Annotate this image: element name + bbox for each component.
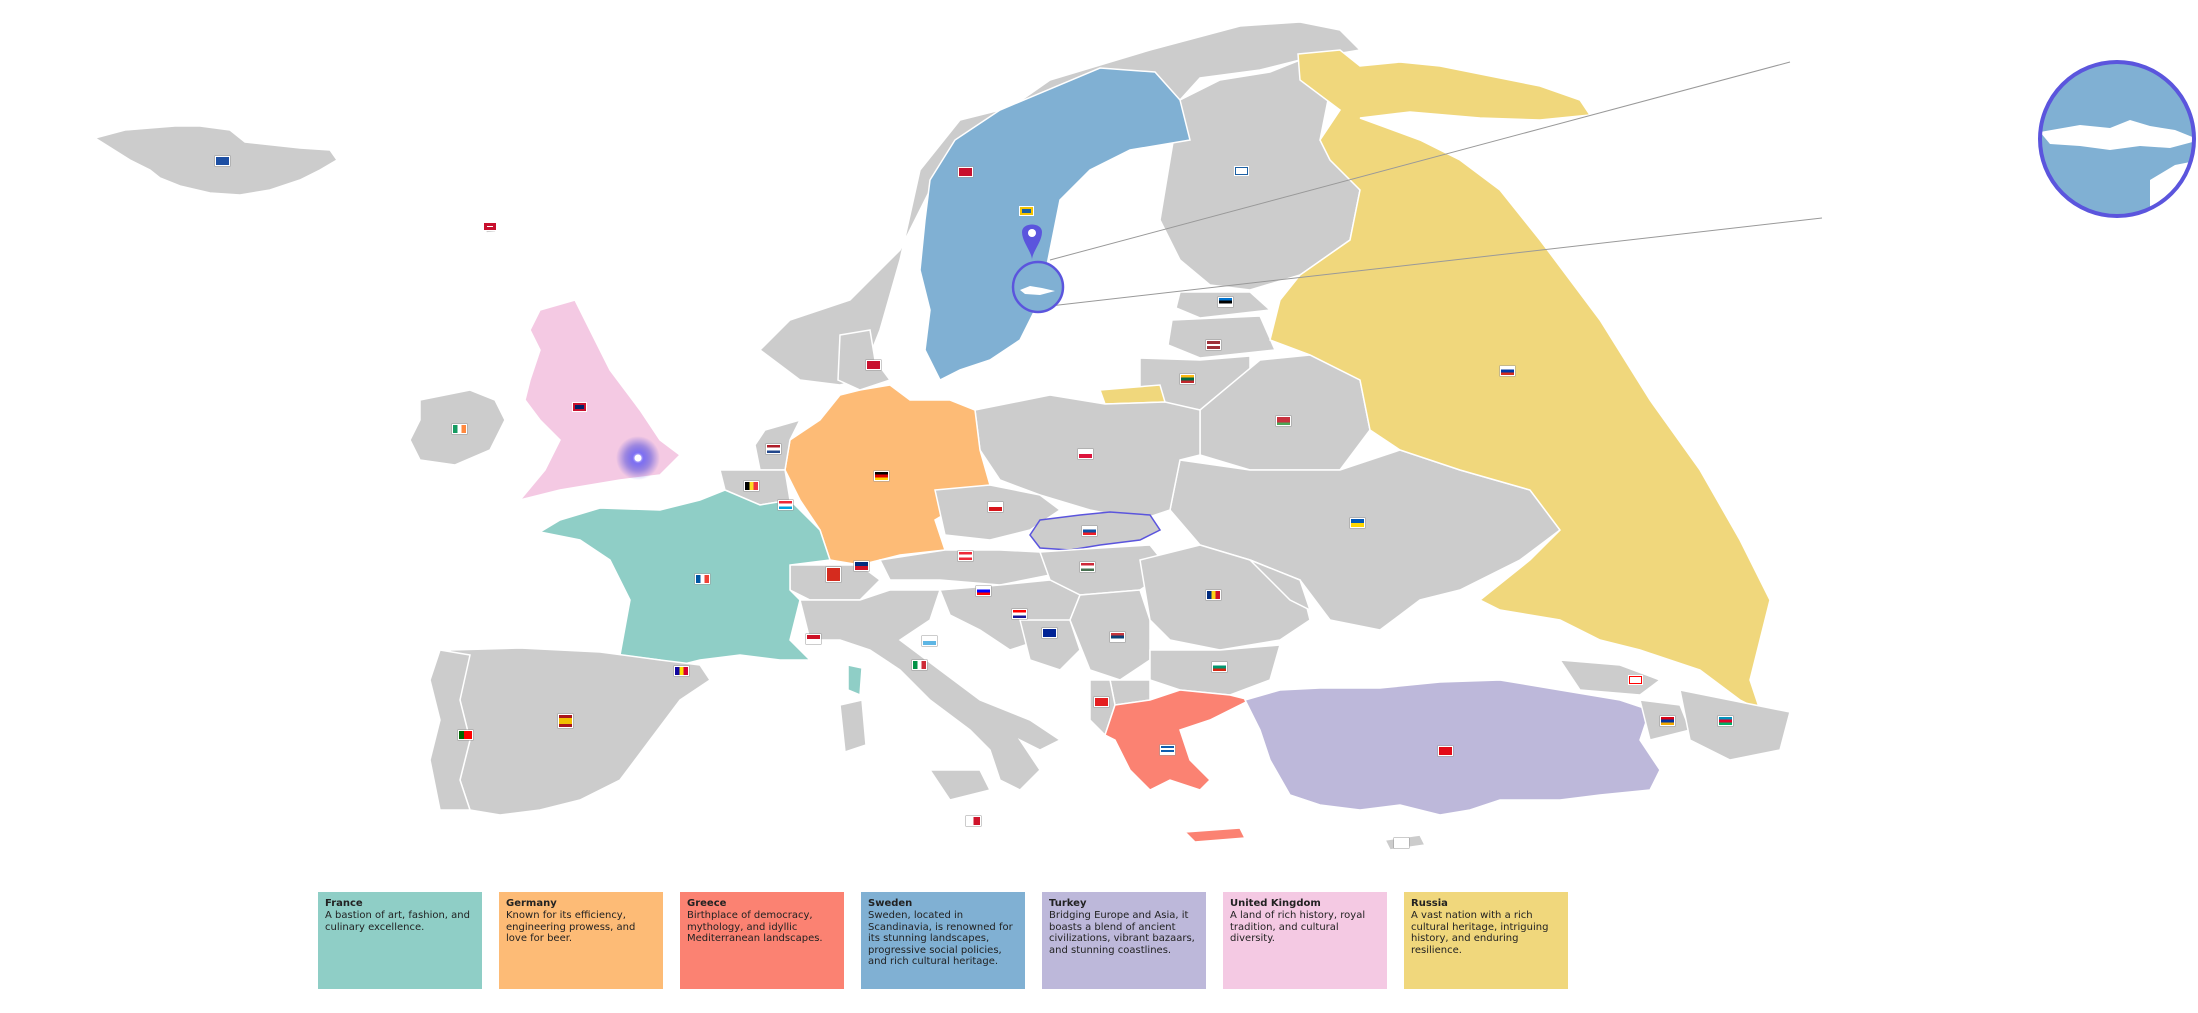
flag-netherlands-icon <box>766 444 781 454</box>
flag-russia-icon <box>1500 366 1515 376</box>
zoom-lens-enlarged <box>2038 60 2196 218</box>
legend: France A bastion of art, fashion, and cu… <box>318 892 1568 989</box>
country-portugal[interactable] <box>429 649 472 811</box>
flag-hungary-icon <box>1080 562 1095 572</box>
legend-card-title: Germany <box>506 898 557 909</box>
legend-card-text: A bastion of art, fashion, and culinary … <box>325 910 470 933</box>
flag-portugal-icon <box>458 730 473 740</box>
country-kaliningrad[interactable] <box>1098 384 1166 405</box>
flag-ireland-icon <box>452 424 467 434</box>
legend-card-united-kingdom[interactable]: United Kingdom A land of rich history, r… <box>1223 892 1387 989</box>
legend-card-turkey[interactable]: Turkey Bridging Europe and Asia, it boas… <box>1042 892 1206 989</box>
legend-card-title: France <box>325 898 363 909</box>
flag-monaco-icon <box>806 634 821 644</box>
flag-bosnia-icon <box>1042 628 1057 638</box>
country-greece[interactable] <box>1104 689 1253 791</box>
flag-switzerland-icon <box>826 567 841 582</box>
legend-card-title: Greece <box>687 898 727 909</box>
legend-card-text: Sweden, located in Scandinavia, is renow… <box>868 910 1013 967</box>
country-france[interactable] <box>537 489 832 666</box>
flag-georgia-icon <box>1628 675 1643 685</box>
location-pin-icon[interactable] <box>1022 224 1042 261</box>
flag-luxembourg-icon <box>778 500 793 510</box>
flag-sweden-icon <box>1019 206 1034 216</box>
flag-albania-icon <box>1094 697 1109 707</box>
flag-armenia-icon <box>1660 716 1675 726</box>
country-italy[interactable] <box>799 589 1062 791</box>
legend-card-title: Turkey <box>1049 898 1087 909</box>
zoom-connector-line-upper <box>1049 61 1791 261</box>
flag-romania-icon <box>1206 590 1221 600</box>
flag-italy-icon <box>912 660 927 670</box>
flag-finland-icon <box>1234 166 1249 176</box>
country-latvia[interactable] <box>1167 315 1277 359</box>
flag-norway-icon <box>958 167 973 177</box>
country-bosnia[interactable] <box>1019 619 1081 671</box>
legend-card-title: United Kingdom <box>1230 898 1321 909</box>
flag-azerbaijan-icon <box>1718 716 1733 726</box>
legend-card-greece[interactable]: Greece Birthplace of democracy, mytholog… <box>680 892 844 989</box>
flag-czechia-icon <box>988 502 1003 512</box>
flag-faroe-icon <box>483 222 497 231</box>
flag-belarus-icon <box>1276 416 1291 426</box>
legend-card-text: Bridging Europe and Asia, it boasts a bl… <box>1049 910 1195 956</box>
zoom-connector-line-lower <box>1049 217 1823 307</box>
country-corsica[interactable] <box>847 664 863 697</box>
legend-card-text: Known for its efficiency, engineering pr… <box>506 910 636 944</box>
country-sicily[interactable] <box>928 769 992 801</box>
legend-card-sweden[interactable]: Sweden Sweden, located in Scandinavia, i… <box>861 892 1025 989</box>
flag-estonia-icon <box>1218 297 1233 307</box>
country-sweden[interactable] <box>919 67 1191 382</box>
flag-san-marino-icon <box>922 636 937 646</box>
flag-croatia-icon <box>1012 609 1027 619</box>
flag-slovakia-icon <box>1082 526 1097 536</box>
country-georgia[interactable] <box>1558 659 1662 696</box>
flag-uk-icon <box>572 402 587 412</box>
legend-card-title: Russia <box>1411 898 1448 909</box>
flag-liechtenstein-icon <box>854 561 869 571</box>
zoom-lens-icon[interactable] <box>1011 260 1065 314</box>
country-azerbaijan[interactable] <box>1679 689 1791 761</box>
flag-iceland-icon <box>215 156 230 166</box>
flag-belgium-icon <box>744 481 759 491</box>
country-denmark[interactable] <box>837 329 892 391</box>
flag-cyprus-icon <box>1394 838 1409 848</box>
country-crete[interactable] <box>1183 827 1247 843</box>
legend-card-text: A land of rich history, royal tradition,… <box>1230 910 1366 944</box>
pulse-point-icon[interactable] <box>616 436 660 480</box>
flag-latvia-icon <box>1206 340 1221 350</box>
legend-card-germany[interactable]: Germany Known for its efficiency, engine… <box>499 892 663 989</box>
country-moldova[interactable] <box>1249 559 1312 612</box>
flag-ukraine-icon <box>1350 518 1365 528</box>
legend-card-france[interactable]: France A bastion of art, fashion, and cu… <box>318 892 482 989</box>
flag-slovenia-icon <box>976 586 991 596</box>
flag-austria-icon <box>958 551 973 561</box>
country-sardinia[interactable] <box>839 699 867 754</box>
flag-andorra-icon <box>674 666 689 676</box>
flag-denmark-icon <box>866 360 881 370</box>
legend-card-text: Birthplace of democracy, mythology, and … <box>687 910 823 944</box>
legend-card-title: Sweden <box>868 898 913 909</box>
flag-spain-icon <box>558 714 573 728</box>
legend-card-text: A vast nation with a rich cultural herit… <box>1411 910 1549 956</box>
country-spain[interactable] <box>449 647 712 816</box>
flag-serbia-icon <box>1110 632 1125 642</box>
flag-france-icon <box>695 574 710 584</box>
flag-turkey-icon <box>1438 746 1453 756</box>
flag-bulgaria-icon <box>1212 662 1227 672</box>
flag-germany-icon <box>874 471 889 481</box>
flag-poland-icon <box>1078 449 1093 459</box>
flag-greece-icon <box>1160 745 1175 755</box>
flag-malta-icon <box>966 816 981 826</box>
legend-card-russia[interactable]: Russia A vast nation with a rich cultura… <box>1404 892 1568 989</box>
flag-lithuania-icon <box>1180 374 1195 384</box>
